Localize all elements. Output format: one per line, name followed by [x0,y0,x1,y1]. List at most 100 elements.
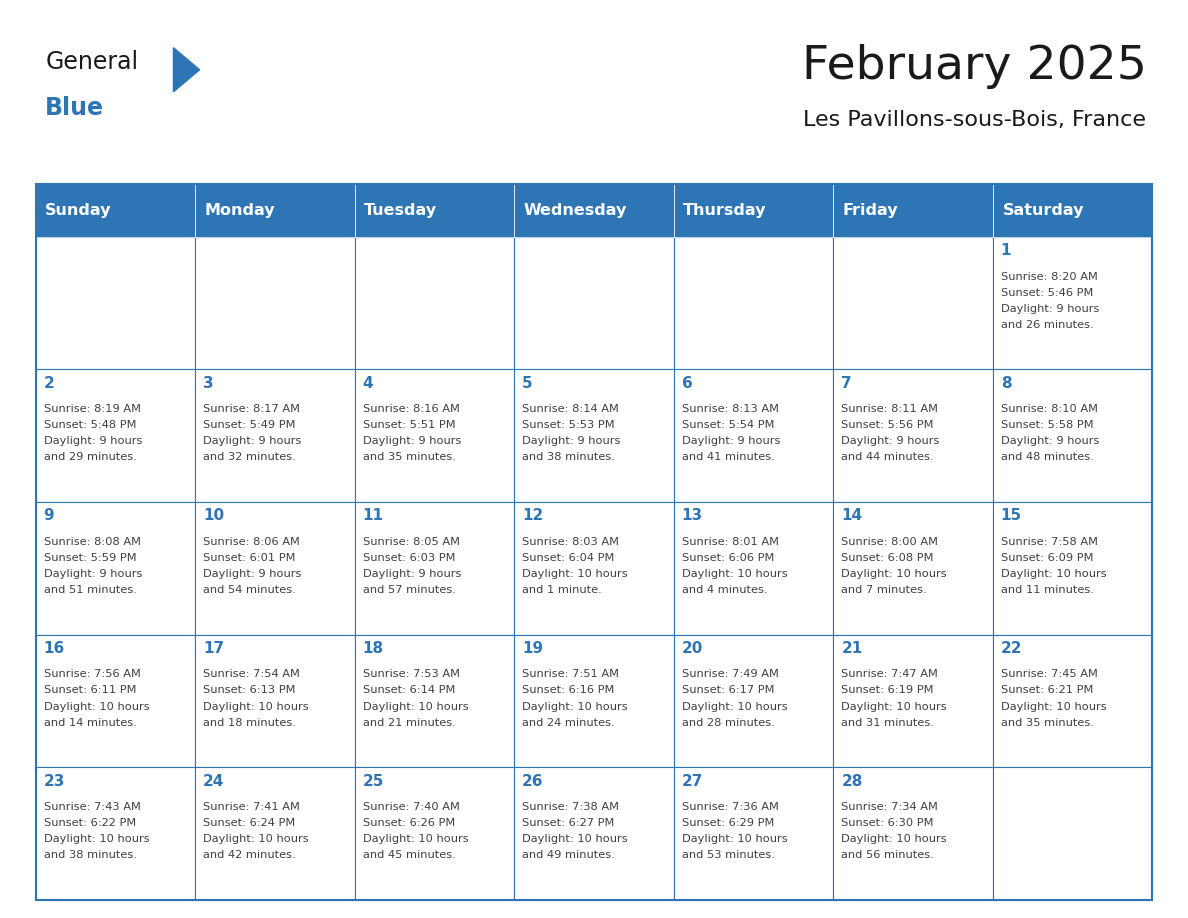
FancyBboxPatch shape [993,767,1152,900]
Text: Daylight: 10 hours: Daylight: 10 hours [362,834,468,844]
Text: and 44 minutes.: and 44 minutes. [841,453,934,463]
Text: 26: 26 [523,774,544,789]
Text: Daylight: 9 hours: Daylight: 9 hours [1000,436,1099,446]
Text: Daylight: 10 hours: Daylight: 10 hours [523,701,627,711]
Text: and 11 minutes.: and 11 minutes. [1000,585,1094,595]
FancyBboxPatch shape [674,767,833,900]
FancyBboxPatch shape [36,502,195,634]
FancyBboxPatch shape [195,184,355,237]
Text: Sunset: 6:29 PM: Sunset: 6:29 PM [682,818,775,828]
Text: Daylight: 9 hours: Daylight: 9 hours [682,436,781,446]
Text: 14: 14 [841,509,862,523]
Text: Daylight: 10 hours: Daylight: 10 hours [841,701,947,711]
FancyBboxPatch shape [36,369,195,502]
FancyBboxPatch shape [674,369,833,502]
FancyBboxPatch shape [833,767,993,900]
Text: Sunset: 5:51 PM: Sunset: 5:51 PM [362,420,455,431]
Text: Daylight: 9 hours: Daylight: 9 hours [841,436,940,446]
Text: Sunset: 5:49 PM: Sunset: 5:49 PM [203,420,296,431]
Text: and 51 minutes.: and 51 minutes. [44,585,137,595]
Text: Daylight: 10 hours: Daylight: 10 hours [841,834,947,844]
Text: Daylight: 10 hours: Daylight: 10 hours [44,701,150,711]
Text: 5: 5 [523,375,533,391]
Text: and 21 minutes.: and 21 minutes. [362,718,455,728]
Text: Sunrise: 8:08 AM: Sunrise: 8:08 AM [44,537,140,547]
Text: and 1 minute.: and 1 minute. [523,585,602,595]
Text: and 35 minutes.: and 35 minutes. [1000,718,1094,728]
Text: Sunrise: 7:51 AM: Sunrise: 7:51 AM [523,669,619,679]
Text: 18: 18 [362,641,384,656]
Text: Sunrise: 8:06 AM: Sunrise: 8:06 AM [203,537,301,547]
Text: and 45 minutes.: and 45 minutes. [362,850,455,860]
Text: Sunset: 6:22 PM: Sunset: 6:22 PM [44,818,135,828]
FancyBboxPatch shape [36,767,195,900]
Text: and 57 minutes.: and 57 minutes. [362,585,455,595]
Text: Sunset: 6:03 PM: Sunset: 6:03 PM [362,553,455,563]
Text: 9: 9 [44,509,55,523]
Text: Daylight: 9 hours: Daylight: 9 hours [44,436,143,446]
Text: Sunset: 6:19 PM: Sunset: 6:19 PM [841,686,934,696]
FancyBboxPatch shape [355,184,514,237]
Text: Friday: Friday [842,203,898,218]
FancyBboxPatch shape [833,502,993,634]
Text: Sunrise: 8:00 AM: Sunrise: 8:00 AM [841,537,939,547]
Text: 28: 28 [841,774,862,789]
Text: 6: 6 [682,375,693,391]
Text: and 7 minutes.: and 7 minutes. [841,585,927,595]
Text: 22: 22 [1000,641,1023,656]
Text: 19: 19 [523,641,543,656]
Text: Wednesday: Wednesday [524,203,627,218]
Text: Sunrise: 7:45 AM: Sunrise: 7:45 AM [1000,669,1098,679]
Text: Sunset: 6:11 PM: Sunset: 6:11 PM [44,686,137,696]
Text: 12: 12 [523,509,543,523]
Text: and 56 minutes.: and 56 minutes. [841,850,934,860]
Text: 21: 21 [841,641,862,656]
Text: Sunset: 5:56 PM: Sunset: 5:56 PM [841,420,934,431]
Text: Sunset: 6:17 PM: Sunset: 6:17 PM [682,686,775,696]
Text: and 54 minutes.: and 54 minutes. [203,585,296,595]
FancyBboxPatch shape [993,237,1152,369]
Text: Daylight: 10 hours: Daylight: 10 hours [44,834,150,844]
Text: Sunrise: 8:19 AM: Sunrise: 8:19 AM [44,404,140,414]
FancyBboxPatch shape [355,767,514,900]
Text: Sunrise: 7:58 AM: Sunrise: 7:58 AM [1000,537,1098,547]
Text: Sunset: 6:01 PM: Sunset: 6:01 PM [203,553,296,563]
Text: Daylight: 10 hours: Daylight: 10 hours [1000,701,1106,711]
FancyBboxPatch shape [674,184,833,237]
FancyBboxPatch shape [36,184,195,237]
Text: Sunrise: 8:17 AM: Sunrise: 8:17 AM [203,404,301,414]
Text: Daylight: 10 hours: Daylight: 10 hours [682,701,788,711]
Text: and 41 minutes.: and 41 minutes. [682,453,775,463]
Text: and 28 minutes.: and 28 minutes. [682,718,775,728]
Text: Daylight: 10 hours: Daylight: 10 hours [1000,569,1106,579]
Text: 8: 8 [1000,375,1011,391]
Text: Sunday: Sunday [45,203,112,218]
FancyBboxPatch shape [514,237,674,369]
FancyBboxPatch shape [674,502,833,634]
FancyBboxPatch shape [833,634,993,767]
Text: 10: 10 [203,509,225,523]
Text: and 42 minutes.: and 42 minutes. [203,850,296,860]
Text: 16: 16 [44,641,65,656]
FancyBboxPatch shape [195,237,355,369]
Text: and 38 minutes.: and 38 minutes. [523,453,615,463]
Text: 13: 13 [682,509,703,523]
Text: Sunrise: 7:40 AM: Sunrise: 7:40 AM [362,802,460,812]
FancyBboxPatch shape [514,502,674,634]
FancyBboxPatch shape [993,502,1152,634]
Text: 2: 2 [44,375,55,391]
Text: Daylight: 10 hours: Daylight: 10 hours [523,569,627,579]
Text: Tuesday: Tuesday [365,203,437,218]
Text: Sunrise: 8:01 AM: Sunrise: 8:01 AM [682,537,779,547]
Text: and 38 minutes.: and 38 minutes. [44,850,137,860]
Text: Daylight: 9 hours: Daylight: 9 hours [203,436,302,446]
FancyBboxPatch shape [195,369,355,502]
FancyBboxPatch shape [993,184,1152,237]
Text: Blue: Blue [45,96,105,120]
FancyBboxPatch shape [195,634,355,767]
Text: Daylight: 10 hours: Daylight: 10 hours [523,834,627,844]
Text: 7: 7 [841,375,852,391]
Text: Sunset: 6:24 PM: Sunset: 6:24 PM [203,818,296,828]
Text: Sunset: 6:27 PM: Sunset: 6:27 PM [523,818,614,828]
FancyBboxPatch shape [674,237,833,369]
